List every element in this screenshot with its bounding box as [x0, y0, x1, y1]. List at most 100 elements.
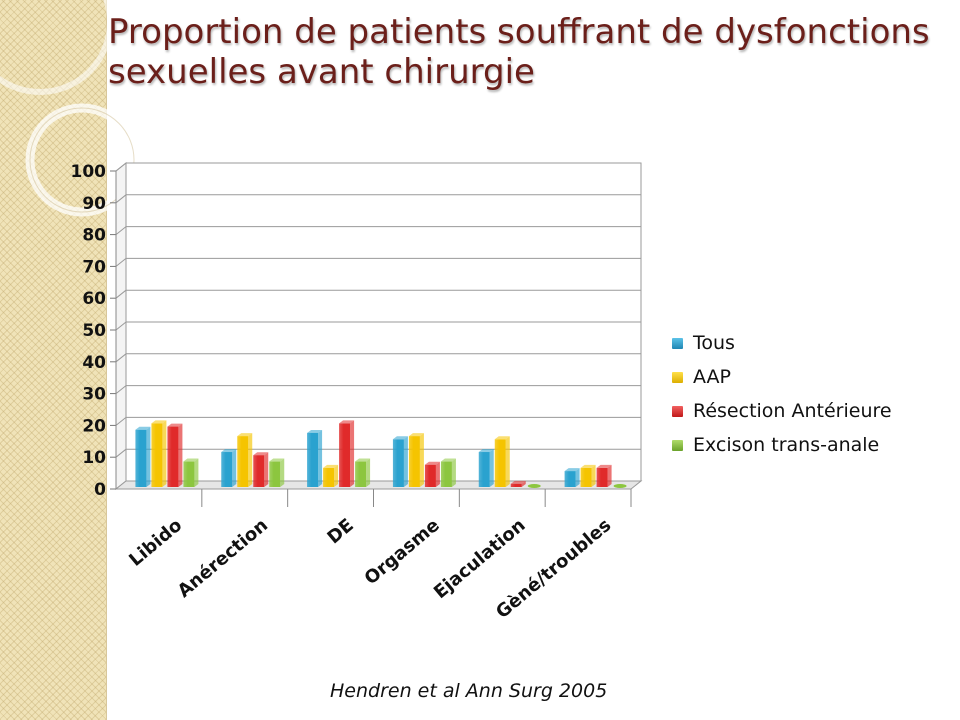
y-tick-label: 70: [82, 257, 106, 277]
bar-0-0: [135, 429, 147, 487]
bar-side-1-3: [280, 458, 285, 487]
y-tick-label: 30: [82, 385, 106, 405]
legend-item-excision: Excison trans-anale: [672, 428, 892, 462]
gridline-side: [115, 448, 127, 458]
bar-top-0-2: [167, 423, 183, 427]
bar-4-3: [527, 484, 541, 488]
bar-top-2-3: [355, 458, 371, 462]
bar-3-3: [440, 461, 452, 487]
legend-item-resection: Résection Antérieure: [672, 394, 892, 428]
bar-side-2-1: [334, 464, 339, 487]
y-tick-label: 10: [82, 448, 106, 468]
bar-side-5-1: [591, 464, 596, 487]
legend-swatch-resection: [672, 405, 683, 417]
bar-1-3: [269, 461, 281, 487]
y-tick-label: 100: [71, 162, 107, 182]
bar-4-0: [478, 452, 490, 487]
bar-top-0-0: [135, 426, 151, 430]
legend-label-resection: Résection Antérieure: [693, 400, 892, 422]
bar-side-0-0: [146, 426, 151, 487]
legend-swatch-aap: [672, 371, 683, 383]
bar-side-2-3: [366, 458, 371, 487]
bar-top-3-1: [408, 433, 424, 437]
bar-0-1: [151, 423, 163, 487]
bar-top-2-1: [323, 464, 339, 468]
bar-top-3-0: [392, 436, 408, 440]
bar-1-1: [237, 436, 249, 487]
legend-label-excision: Excison trans-anale: [693, 434, 880, 456]
bar-side-1-0: [232, 449, 237, 487]
page-title: Proportion de patients souffrant de dysf…: [108, 12, 930, 92]
bar-top-1-3: [269, 458, 285, 462]
y-tick-label: 60: [82, 289, 106, 309]
y-tick-label: 20: [82, 416, 106, 436]
bar-top-3-2: [424, 461, 440, 465]
gridline-side: [115, 321, 127, 331]
bar-top-4-1: [494, 436, 510, 440]
y-tick-label: 80: [82, 226, 106, 246]
bar-top-3-3: [440, 458, 456, 462]
bar-1-2: [253, 455, 265, 487]
x-category-label: DE: [323, 515, 357, 549]
legend-swatch-excision: [672, 439, 683, 451]
bar-side-0-2: [178, 423, 183, 487]
chart-legend: Tous AAP Résection Antérieure Excison tr…: [672, 326, 892, 462]
bar-side-2-0: [318, 429, 323, 487]
bar-side-5-2: [607, 464, 612, 487]
bar-side-0-3: [194, 458, 199, 487]
bar-side-5-0: [575, 468, 580, 487]
bar-4-2: [510, 483, 522, 487]
gridline-side: [115, 194, 127, 204]
x-category-label: Anérection: [174, 515, 272, 602]
bar-top-2-2: [339, 420, 355, 424]
bar-2-2: [339, 423, 351, 487]
y-tick-label: 50: [82, 321, 106, 341]
bar-top-5-0: [564, 468, 580, 472]
bar-side-3-3: [451, 458, 456, 487]
gridline-side: [115, 385, 127, 394]
gridline-side: [115, 162, 127, 172]
bar-2-3: [355, 461, 367, 487]
bar-top-4-2: [510, 480, 526, 484]
bar-5-1: [580, 467, 592, 487]
bar-side-3-2: [435, 461, 440, 487]
bar-2-0: [307, 432, 319, 487]
legend-item-tous: Tous: [672, 326, 892, 360]
legend-swatch-tous: [672, 337, 683, 349]
bar-2-1: [323, 467, 335, 487]
bar-5-3: [613, 484, 627, 488]
bar-side-1-2: [264, 452, 269, 487]
gridline-side: [115, 353, 127, 363]
y-tick-label: 90: [82, 194, 106, 214]
bar-4-1: [494, 439, 506, 487]
bar-side-2-2: [350, 420, 355, 487]
gridline-side: [115, 289, 127, 299]
bar-side-4-0: [489, 449, 494, 487]
bar-0-3: [183, 461, 195, 487]
source-caption: Hendren et al Ann Surg 2005: [330, 680, 608, 702]
bar-1-0: [221, 452, 233, 487]
bar-top-5-1: [580, 464, 596, 468]
bar-5-0: [564, 471, 576, 487]
bar-side-0-1: [162, 420, 167, 487]
legend-label-aap: AAP: [693, 366, 731, 388]
gridline-side: [115, 417, 127, 426]
bar-3-0: [392, 439, 404, 487]
y-tick-label: 0: [94, 480, 106, 500]
bar-5-2: [596, 467, 608, 487]
gridline-side: [115, 258, 127, 267]
legend-item-aap: AAP: [672, 360, 892, 394]
bar-3-1: [408, 436, 420, 487]
bar-top-1-1: [237, 433, 253, 437]
bar-3-2: [424, 464, 436, 487]
bar-top-0-1: [151, 420, 167, 424]
bar-top-0-3: [183, 458, 199, 462]
bar-side-1-1: [248, 433, 253, 487]
legend-label-tous: Tous: [693, 332, 735, 354]
y-tick-label: 40: [82, 353, 106, 373]
bar-top-2-0: [307, 429, 323, 433]
bar-0-2: [167, 426, 179, 487]
bar-side-4-2: [521, 480, 526, 487]
bar-side-3-1: [419, 433, 424, 487]
